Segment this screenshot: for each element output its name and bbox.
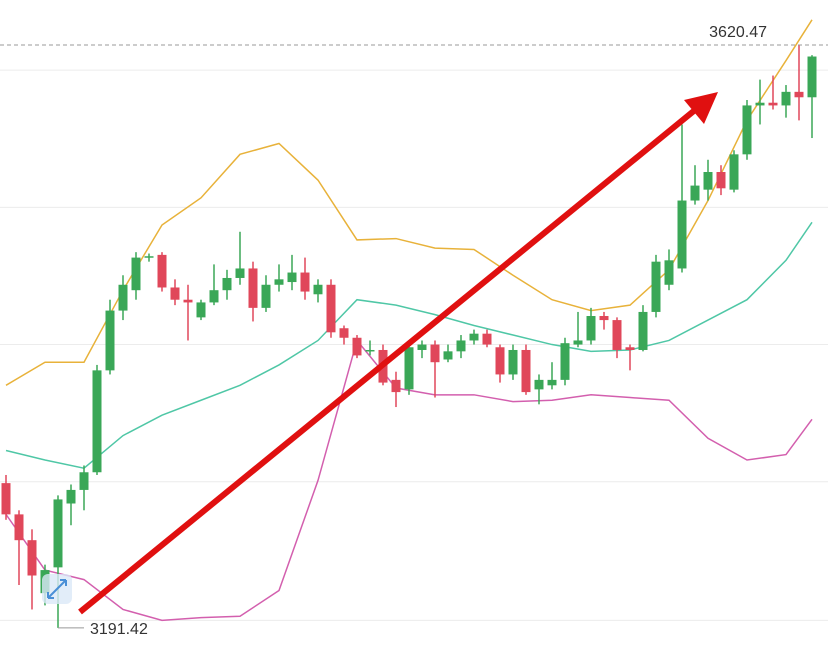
candles <box>1 45 817 628</box>
candle-body <box>742 105 752 155</box>
candle-body <box>79 472 89 490</box>
candle-body <box>443 351 453 360</box>
candle-body <box>599 316 609 321</box>
candle-body <box>404 347 414 390</box>
candle-body <box>261 284 271 308</box>
candle-body <box>768 102 778 106</box>
candle-body <box>209 290 219 303</box>
icon-arrows <box>47 579 67 599</box>
candle-body <box>664 260 674 285</box>
candle-body <box>677 200 687 269</box>
candle-body <box>586 316 596 341</box>
candle-body <box>14 514 24 541</box>
candle-body <box>495 347 505 375</box>
candle-body <box>274 279 284 285</box>
candle-body <box>300 272 310 292</box>
candle-body <box>469 333 479 341</box>
candle-body <box>105 310 115 371</box>
candle-body <box>807 56 817 98</box>
arrow-shaft <box>78 107 697 615</box>
candle-body <box>53 499 63 568</box>
candle-body <box>508 349 518 375</box>
candle-body <box>755 102 765 106</box>
candle-body <box>573 340 583 345</box>
candle-body <box>547 379 557 386</box>
candle-body <box>235 268 245 278</box>
grid <box>0 69 828 621</box>
candle-body <box>651 261 661 312</box>
candle-body <box>534 379 544 390</box>
candle-body <box>391 379 401 393</box>
candle-body <box>66 489 76 504</box>
candle-body <box>118 284 128 311</box>
candle-body <box>781 91 791 106</box>
candle-body <box>352 337 362 356</box>
candle-body <box>339 328 349 338</box>
candle-body <box>157 254 167 288</box>
candle-body <box>430 344 440 363</box>
candle-body <box>716 172 726 189</box>
candle-body <box>365 349 375 352</box>
bollinger-bands <box>5 19 813 622</box>
candle-body <box>482 333 492 345</box>
candle-body <box>313 284 323 295</box>
candle-body <box>183 299 193 303</box>
candle-body <box>625 347 635 350</box>
candle-body <box>248 268 258 308</box>
candle-body <box>1 483 11 515</box>
labels: 3620.47 3191.42 <box>0 24 828 638</box>
band-line <box>5 338 813 622</box>
candle-body <box>287 272 297 283</box>
candle-body <box>326 284 336 333</box>
candle-body <box>417 344 427 350</box>
band-line <box>5 19 813 386</box>
candle-body <box>170 287 180 300</box>
trend-arrow <box>78 92 718 615</box>
arrow-head <box>684 92 718 124</box>
band-line <box>5 221 813 469</box>
candle-body <box>131 257 141 291</box>
candle-body <box>638 311 648 350</box>
candle-body <box>144 256 154 258</box>
candle-body <box>27 540 37 576</box>
candle-body <box>612 320 622 350</box>
min-label: 3191.42 <box>90 621 148 638</box>
candle-body <box>729 154 739 190</box>
candle-body <box>794 91 804 98</box>
candle-body <box>703 172 713 190</box>
candle-body <box>690 185 700 201</box>
candle-body <box>92 370 102 473</box>
zoom-icon <box>42 574 72 604</box>
candle-body <box>196 302 206 318</box>
candle-body <box>222 277 232 291</box>
candle-body <box>560 343 570 380</box>
max-label: 3620.47 <box>709 24 767 41</box>
candle-body <box>456 340 466 352</box>
candle-body <box>521 349 531 393</box>
